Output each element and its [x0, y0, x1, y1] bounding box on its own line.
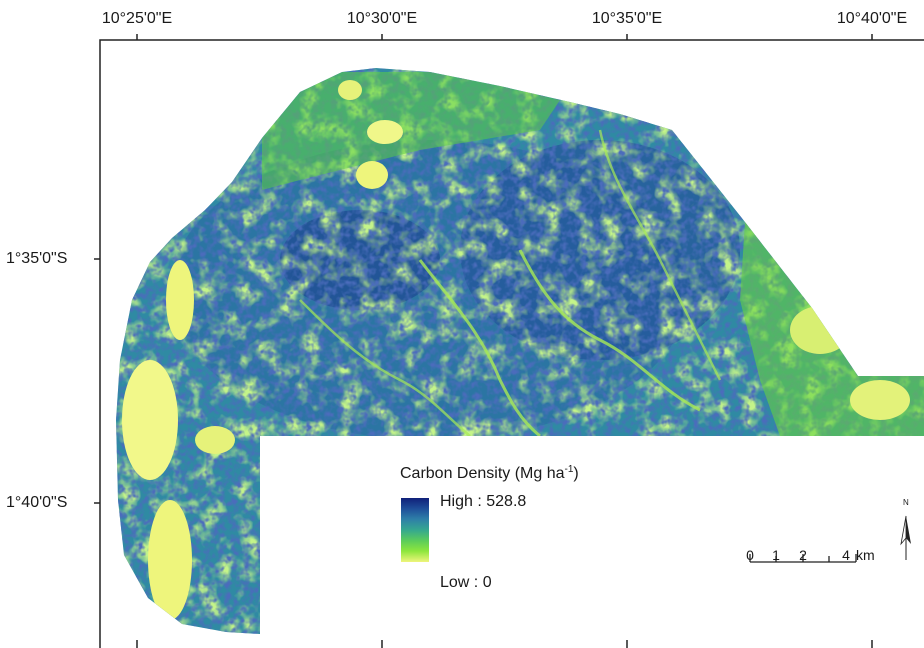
map-border [99, 39, 924, 648]
top-coord-label-2: 10°30'0"E [346, 10, 418, 27]
top-ticks [136, 34, 873, 40]
scale-label-4: 4 [842, 547, 850, 563]
bottom-ticks [136, 640, 873, 648]
scale-label-1: 1 [772, 547, 780, 563]
scale-label-2: 2 [799, 547, 807, 563]
north-arrow-icon [900, 515, 911, 560]
north-letter: N [903, 498, 909, 507]
top-coord-label-3: 10°35'0"E [591, 10, 663, 27]
left-coord-label-1: 1°35'0"S [6, 250, 68, 267]
scale-bar [749, 554, 857, 563]
legend-color-ramp [401, 498, 429, 562]
legend-high-label: High : 528.8 [440, 493, 527, 510]
legend-title-close: ) [573, 465, 579, 482]
left-ticks [94, 258, 100, 504]
left-coord-label-2: 1°40'0"S [6, 494, 68, 511]
scale-label-0: 0 [746, 547, 754, 563]
legend-title-superscript: -1 [564, 464, 574, 475]
legend-low-label: Low : 0 [440, 574, 492, 591]
top-coord-label-1: 10°25'0"E [101, 10, 173, 27]
top-coord-label-4: 10°40'0"E [836, 10, 908, 27]
legend-title: Carbon Density (Mg ha-1) [400, 464, 579, 484]
legend-title-text: Carbon Density (Mg ha [400, 465, 565, 482]
scale-unit-label: km [856, 547, 875, 563]
